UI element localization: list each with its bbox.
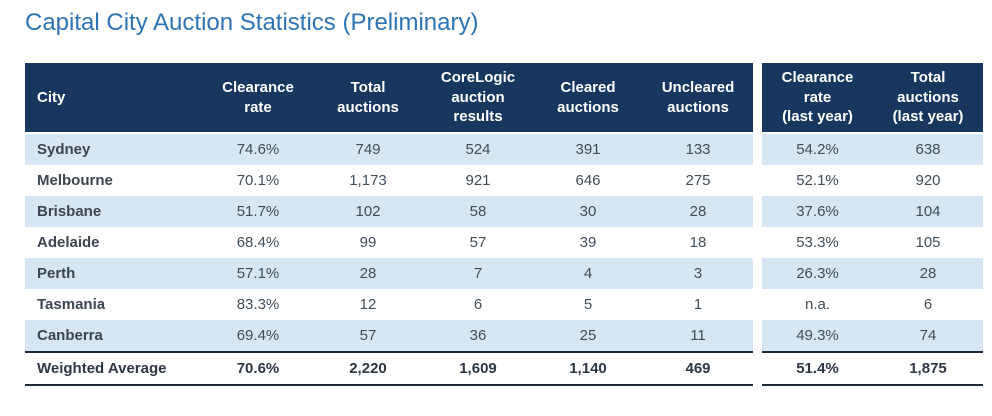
clearance-rate-cell: 70.1%	[203, 165, 313, 196]
total-auctions-last-year-cell: 6	[873, 289, 983, 320]
corelogic-results-cell: 58	[423, 196, 533, 227]
col-header-clearance-rate-last-year: Clearance rate (last year)	[762, 63, 873, 134]
total-label-cell: Weighted Average	[25, 351, 203, 386]
table-row-perth: Perth 57.1% 28 7 4 3	[25, 258, 753, 289]
city-cell: Perth	[25, 258, 203, 289]
table-body: Sydney 74.6% 749 524 391 133 Melbourne 7…	[25, 133, 753, 386]
total-auctions-cell: 57	[313, 320, 423, 352]
cleared-auctions-cell: 391	[533, 133, 643, 165]
col-header-corelogic-auction-results: CoreLogic auction results	[423, 63, 533, 134]
uncleared-auctions-cell: 11	[643, 320, 753, 352]
table-row-adelaide-last-year: 53.3% 105	[762, 227, 983, 258]
total-auctions-last-year-cell: 28	[873, 258, 983, 289]
total-auctions-last-year-cell: 638	[873, 133, 983, 165]
clearance-rate-cell: 74.6%	[203, 133, 313, 165]
uncleared-auctions-cell: 3	[643, 258, 753, 289]
col-header-cleared-auctions: Cleared auctions	[533, 63, 643, 134]
corelogic-results-cell: 57	[423, 227, 533, 258]
city-cell: Tasmania	[25, 289, 203, 320]
corelogic-results-cell: 524	[423, 133, 533, 165]
uncleared-auctions-cell: 18	[643, 227, 753, 258]
clearance-rate-last-year-total-cell: 51.4%	[762, 351, 873, 386]
table-row-adelaide: Adelaide 68.4% 99 57 39 18	[25, 227, 753, 258]
corelogic-results-cell: 7	[423, 258, 533, 289]
corelogic-results-cell: 921	[423, 165, 533, 196]
table-header: Clearance rate (last year) Total auction…	[762, 63, 983, 134]
table-row-melbourne-last-year: 52.1% 920	[762, 165, 983, 196]
total-auctions-cell: 12	[313, 289, 423, 320]
clearance-rate-last-year-cell: 26.3%	[762, 258, 873, 289]
city-cell: Sydney	[25, 133, 203, 165]
total-auctions-last-year-cell: 920	[873, 165, 983, 196]
cleared-auctions-cell: 30	[533, 196, 643, 227]
uncleared-auctions-cell: 1	[643, 289, 753, 320]
col-header-total-auctions: Total auctions	[313, 63, 423, 134]
clearance-rate-last-year-cell: 52.1%	[762, 165, 873, 196]
total-auctions-last-year-cell: 104	[873, 196, 983, 227]
total-auctions-cell: 1,173	[313, 165, 423, 196]
table-row-weighted-average: Weighted Average 70.6% 2,220 1,609 1,140…	[25, 351, 753, 386]
clearance-rate-cell: 83.3%	[203, 289, 313, 320]
city-cell: Brisbane	[25, 196, 203, 227]
total-auctions-cell: 99	[313, 227, 423, 258]
clearance-rate-last-year-cell: 37.6%	[762, 196, 873, 227]
total-auctions-last-year-cell: 74	[873, 320, 983, 352]
auction-statistics-tables: City Clearance rate Total auctions CoreL…	[25, 63, 983, 386]
col-header-city: City	[25, 63, 203, 134]
uncleared-auctions-cell: 133	[643, 133, 753, 165]
city-cell: Melbourne	[25, 165, 203, 196]
total-auctions-total-cell: 2,220	[313, 351, 423, 386]
table-row-melbourne: Melbourne 70.1% 1,173 921 646 275	[25, 165, 753, 196]
corelogic-results-total-cell: 1,609	[423, 351, 533, 386]
total-auctions-cell: 102	[313, 196, 423, 227]
clearance-rate-cell: 57.1%	[203, 258, 313, 289]
clearance-rate-total-cell: 70.6%	[203, 351, 313, 386]
clearance-rate-cell: 68.4%	[203, 227, 313, 258]
clearance-rate-cell: 51.7%	[203, 196, 313, 227]
auction-stats-table: City Clearance rate Total auctions CoreL…	[25, 63, 753, 386]
total-auctions-last-year-cell: 105	[873, 227, 983, 258]
table-row-brisbane-last-year: 37.6% 104	[762, 196, 983, 227]
cleared-auctions-cell: 4	[533, 258, 643, 289]
total-auctions-cell: 749	[313, 133, 423, 165]
clearance-rate-cell: 69.4%	[203, 320, 313, 352]
clearance-rate-last-year-cell: 53.3%	[762, 227, 873, 258]
col-header-total-auctions-last-year: Total auctions (last year)	[873, 63, 983, 134]
header-row: City Clearance rate Total auctions CoreL…	[25, 63, 753, 134]
cleared-auctions-total-cell: 1,140	[533, 351, 643, 386]
uncleared-auctions-total-cell: 469	[643, 351, 753, 386]
total-auctions-cell: 28	[313, 258, 423, 289]
table-row-canberra-last-year: 49.3% 74	[762, 320, 983, 352]
table-row-canberra: Canberra 69.4% 57 36 25 11	[25, 320, 753, 352]
uncleared-auctions-cell: 275	[643, 165, 753, 196]
cleared-auctions-cell: 5	[533, 289, 643, 320]
table-row-weighted-average-last-year: 51.4% 1,875	[762, 351, 983, 386]
table-body: 54.2% 638 52.1% 920 37.6% 104 53.3% 105 …	[762, 133, 983, 386]
city-cell: Canberra	[25, 320, 203, 352]
table-row-sydney-last-year: 54.2% 638	[762, 133, 983, 165]
total-auctions-last-year-total-cell: 1,875	[873, 351, 983, 386]
table-row-brisbane: Brisbane 51.7% 102 58 30 28	[25, 196, 753, 227]
table-row-sydney: Sydney 74.6% 749 524 391 133	[25, 133, 753, 165]
page-title: Capital City Auction Statistics (Prelimi…	[25, 9, 479, 36]
clearance-rate-last-year-cell: 54.2%	[762, 133, 873, 165]
header-row: Clearance rate (last year) Total auction…	[762, 63, 983, 134]
table-header: City Clearance rate Total auctions CoreL…	[25, 63, 753, 134]
col-header-uncleared-auctions: Uncleared auctions	[643, 63, 753, 134]
cleared-auctions-cell: 646	[533, 165, 643, 196]
cleared-auctions-cell: 39	[533, 227, 643, 258]
city-cell: Adelaide	[25, 227, 203, 258]
clearance-rate-last-year-cell: n.a.	[762, 289, 873, 320]
corelogic-results-cell: 36	[423, 320, 533, 352]
table-row-tasmania: Tasmania 83.3% 12 6 5 1	[25, 289, 753, 320]
table-row-perth-last-year: 26.3% 28	[762, 258, 983, 289]
col-header-clearance-rate: Clearance rate	[203, 63, 313, 134]
table-row-tasmania-last-year: n.a. 6	[762, 289, 983, 320]
clearance-rate-last-year-cell: 49.3%	[762, 320, 873, 352]
last-year-stats-table: Clearance rate (last year) Total auction…	[762, 63, 983, 386]
corelogic-results-cell: 6	[423, 289, 533, 320]
uncleared-auctions-cell: 28	[643, 196, 753, 227]
cleared-auctions-cell: 25	[533, 320, 643, 352]
